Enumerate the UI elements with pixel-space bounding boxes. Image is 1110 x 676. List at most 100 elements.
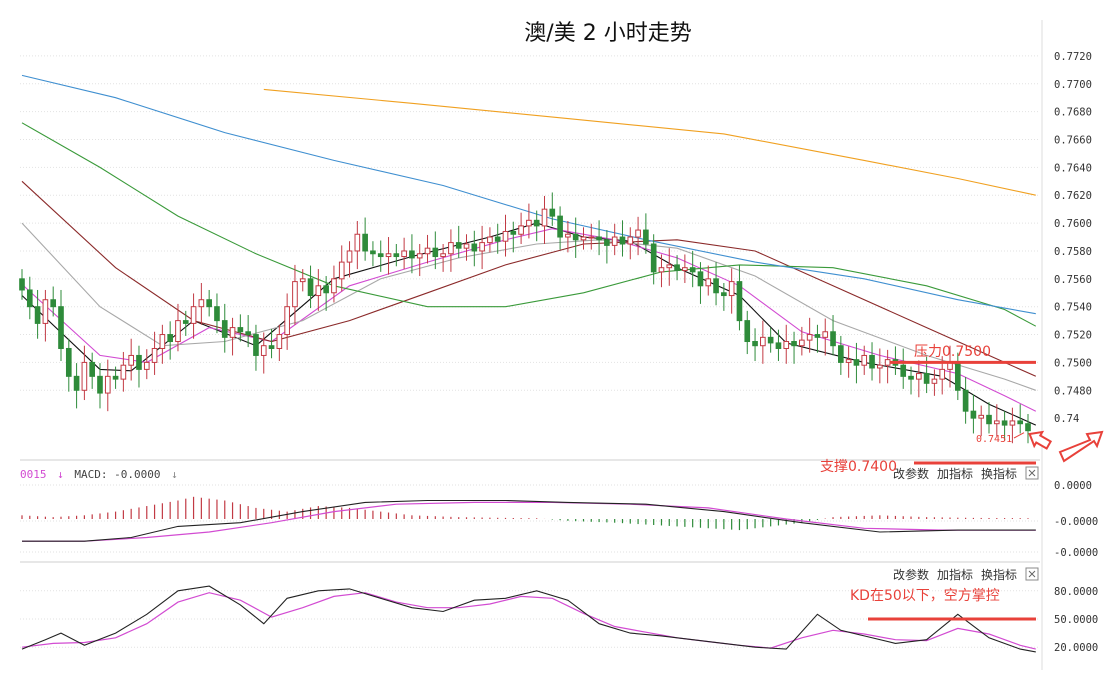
candlestick [822, 318, 829, 356]
candlestick [986, 402, 992, 434]
candlestick [643, 213, 649, 254]
candlestick [728, 268, 735, 314]
candlestick [752, 328, 758, 362]
candle-body [284, 306, 290, 336]
macd-close-icon[interactable] [1025, 466, 1039, 480]
candlestick [198, 283, 205, 325]
candle-body [346, 250, 353, 263]
macd-switch-indicator-button[interactable]: 换指标 [981, 466, 1017, 481]
kd-modify-params-button[interactable]: 改参数 [893, 567, 929, 582]
candle-body [463, 243, 470, 249]
kd-switch-indicator-button[interactable]: 换指标 [981, 567, 1017, 582]
candle-body [923, 373, 930, 384]
candle-body [635, 229, 641, 238]
candle-body [799, 339, 805, 347]
candlestick [604, 230, 610, 264]
candle-body [736, 281, 743, 322]
candlestick [736, 264, 743, 331]
kd-d-line [21, 592, 1036, 650]
macd-add-indicator-button[interactable]: 加指标 [937, 466, 973, 481]
candlestick [682, 254, 688, 284]
candle-body [401, 250, 407, 258]
candlestick [611, 223, 618, 256]
candle-body [814, 334, 821, 338]
candle-body [206, 299, 212, 308]
candlestick [1009, 407, 1016, 444]
moving-average-lines [21, 74, 1037, 426]
candle-body [565, 233, 571, 238]
candle-body [674, 264, 680, 271]
candlestick [65, 338, 72, 392]
candle-body [884, 359, 891, 366]
candle-body [916, 373, 922, 380]
macd-tick-label: -0.0000 [1054, 516, 1098, 528]
candlestick [440, 244, 446, 272]
candlestick [650, 234, 657, 285]
candlestick [338, 245, 345, 292]
candlestick [393, 244, 400, 267]
candle-body [549, 208, 556, 217]
price-tick-label: 0.7500 [1054, 357, 1092, 369]
macd-modify-params-button[interactable]: 改参数 [893, 466, 929, 481]
candle-body [666, 264, 673, 269]
candlestick [26, 276, 33, 320]
candlestick [799, 326, 805, 356]
candlestick [104, 359, 111, 412]
candlestick [713, 262, 719, 306]
ma60-line [21, 122, 1037, 327]
candlestick [877, 348, 883, 384]
candlestick [182, 310, 189, 336]
candle-body [214, 306, 220, 322]
candlestick [253, 324, 259, 371]
candlestick [1025, 413, 1031, 444]
candlestick [596, 220, 602, 256]
candlestick [377, 240, 384, 272]
candlestick [666, 248, 673, 286]
kd-add-indicator-button[interactable]: 加指标 [937, 567, 973, 582]
candlestick [993, 404, 1000, 437]
candle-body [136, 354, 142, 370]
candlestick [978, 405, 985, 437]
price-tick-label: 0.7620 [1054, 190, 1092, 202]
candlestick [767, 327, 774, 353]
candle-body [19, 278, 25, 291]
candle-body [97, 375, 103, 394]
candle-body [370, 250, 376, 255]
candlestick [432, 231, 439, 270]
price-tick-label: 0.7640 [1054, 162, 1092, 174]
candle-body [65, 347, 72, 377]
macd-prefix-value: 0015 [20, 468, 47, 481]
candlestick [705, 265, 712, 296]
candle-body [533, 219, 540, 227]
candle-body [650, 243, 657, 273]
candle-body [572, 233, 579, 241]
candle-body [993, 420, 1000, 425]
candle-body [494, 236, 501, 242]
candle-body [1025, 423, 1031, 432]
candle-body [744, 320, 751, 343]
candle-body [58, 306, 64, 349]
candle-body [767, 336, 774, 344]
candlestick [557, 206, 563, 250]
candle-body [627, 236, 634, 245]
candlestick [190, 293, 197, 339]
candlestick [1001, 411, 1008, 441]
candlestick [814, 324, 821, 353]
candlestick [284, 293, 290, 350]
candlestick [721, 283, 727, 311]
candle-body [939, 368, 946, 380]
candlestick [830, 315, 836, 356]
candle-body [721, 292, 727, 297]
candlestick [58, 289, 64, 362]
kd-close-icon[interactable] [1025, 567, 1039, 581]
price-tick-label: 0.7720 [1054, 51, 1092, 63]
price-tick-label: 0.74 [1054, 413, 1079, 425]
candlestick [370, 241, 376, 267]
candle-body [471, 243, 478, 252]
candlestick [619, 220, 626, 257]
candle-body [151, 347, 158, 363]
candle-body [1017, 420, 1024, 425]
candle-body [362, 233, 368, 252]
candlestick [580, 227, 587, 250]
